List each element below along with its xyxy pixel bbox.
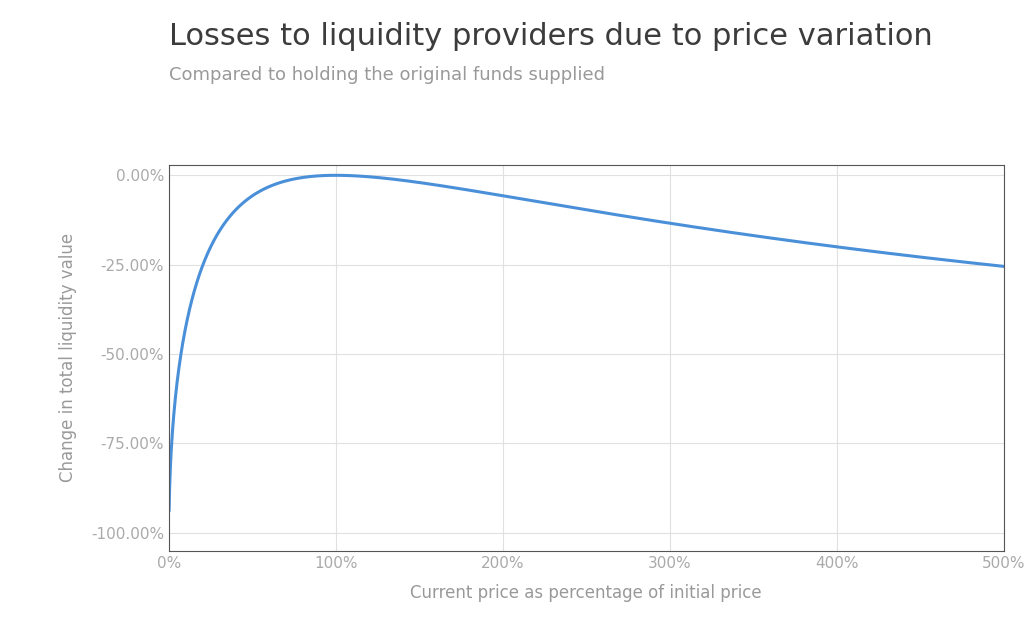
Text: Losses to liquidity providers due to price variation: Losses to liquidity providers due to pri… [169, 22, 933, 51]
Y-axis label: Change in total liquidity value: Change in total liquidity value [59, 233, 77, 482]
X-axis label: Current price as percentage of initial price: Current price as percentage of initial p… [411, 584, 762, 603]
Text: Compared to holding the original funds supplied: Compared to holding the original funds s… [169, 66, 605, 84]
